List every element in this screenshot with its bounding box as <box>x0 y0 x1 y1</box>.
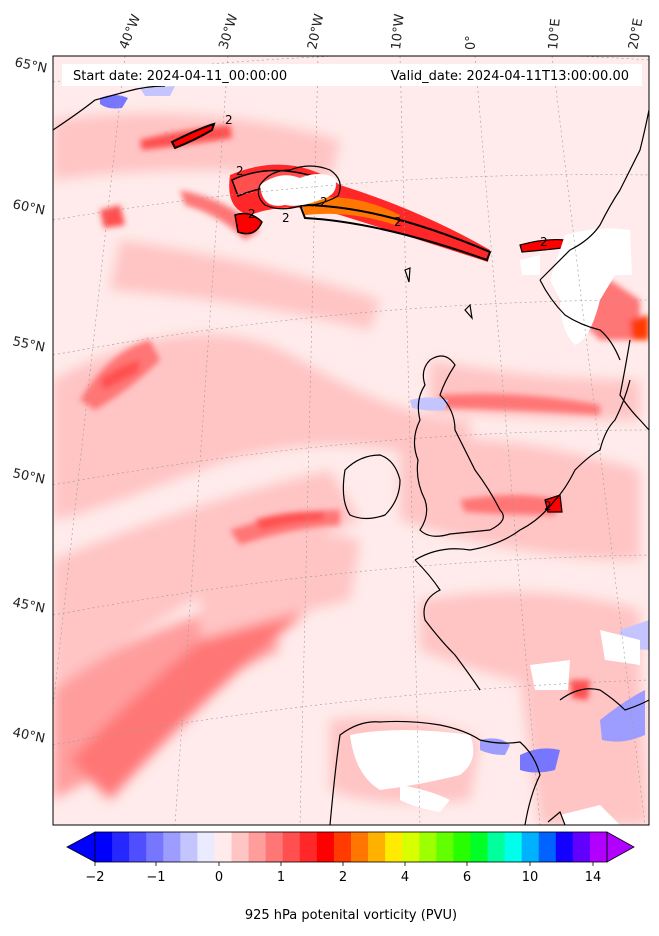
colorbar-tick-label: −2 <box>85 870 104 885</box>
lon-label: 40°W <box>117 12 144 51</box>
lat-label: 45°N <box>11 595 46 616</box>
colorbar-swatch <box>368 832 386 862</box>
colorbar-swatch <box>538 832 557 862</box>
colorbar-swatch <box>129 832 147 862</box>
colorbar-swatch <box>282 832 301 862</box>
colorbar-tick-label: −1 <box>146 870 165 885</box>
colorbar-swatch <box>402 832 420 862</box>
colorbar-swatch <box>555 832 574 862</box>
start-date-label: Start date: 2024-04-11_00:00:00 <box>73 69 287 84</box>
colorbar-swatch <box>180 832 198 862</box>
contour-labels: 2 2 2 2 2 2 2 2 <box>225 113 552 513</box>
lat-label: 55°N <box>11 334 46 355</box>
colorbar-label: 925 hPa potenital vorticity (PVU) <box>245 908 457 923</box>
colorbar-swatch <box>163 832 181 862</box>
contour-label: 2 <box>225 113 233 127</box>
colorbar-swatch <box>419 832 437 862</box>
colorbar-swatch <box>248 832 267 862</box>
colorbar-swatch <box>197 832 215 862</box>
colorbar-swatch <box>470 832 489 862</box>
colorbar-swatch <box>504 832 523 862</box>
header-box <box>62 64 642 86</box>
colorbar-swatch <box>231 832 250 862</box>
lon-label: 10°W <box>389 13 408 50</box>
contour-label: 2 <box>394 215 402 229</box>
lat-label: 50°N <box>11 466 46 487</box>
colorbar: −2 −1 0 1 2 4 6 10 14 <box>66 831 635 885</box>
terrain-mask <box>260 174 640 825</box>
colorbar-swatch <box>265 832 284 862</box>
colorbar-swatch <box>351 832 369 862</box>
colorbar-tick-label: 10 <box>522 870 539 885</box>
colorbar-swatch <box>385 832 403 862</box>
colorbar-swatch <box>95 832 113 862</box>
colorbar-tick-label: 6 <box>463 870 471 885</box>
colorbar-swatch <box>214 832 233 862</box>
contour-label: 2 <box>540 235 548 249</box>
colorbar-swatch <box>453 832 471 862</box>
colorbar-tick-label: 14 <box>585 870 602 885</box>
contour-label: 2 <box>320 195 328 209</box>
contour-label: 2 <box>236 164 244 178</box>
lon-label: 20°W <box>305 12 327 50</box>
coastlines <box>53 85 649 825</box>
colorbar-extend-low <box>66 831 96 863</box>
lon-label: 20°E <box>626 17 646 50</box>
longitude-labels: 40°W 30°W 20°W 10°W 0° 10°E 20°E <box>117 12 647 51</box>
colorbar-swatch <box>299 832 318 862</box>
colorbar-swatch <box>572 832 591 862</box>
latitude-labels: 65°N 60°N 55°N 50°N 45°N 40°N <box>11 55 48 746</box>
colorbar-tick-label: 4 <box>401 870 409 885</box>
colorbar-swatch <box>487 832 506 862</box>
colorbar-swatch <box>146 832 164 862</box>
colorbar-tick-label: 2 <box>339 870 347 885</box>
valid-date-label: Valid_date: 2024-04-11T13:00:00.00 <box>391 69 629 84</box>
lat-label: 65°N <box>13 55 48 76</box>
colorbar-swatch <box>333 832 352 862</box>
colorbar-swatch <box>589 832 608 862</box>
contour-label: 2 <box>544 499 552 513</box>
lon-label: 10°E <box>546 18 564 50</box>
lat-label: 40°N <box>11 725 46 746</box>
colorbar-extend-high <box>606 831 635 863</box>
lat-label: 60°N <box>11 197 46 218</box>
map-panel: 2 2 2 2 2 2 2 2 <box>53 56 649 825</box>
colorbar-frame <box>94 831 608 863</box>
map-frame <box>52 55 650 826</box>
colorbar-swatch <box>316 832 335 862</box>
colorbar-swatch <box>112 832 130 862</box>
graticule <box>53 56 649 825</box>
colorbar-tick-label: 0 <box>215 870 223 885</box>
colorbar-swatch <box>436 832 454 862</box>
lon-label: 30°W <box>216 12 241 51</box>
colorbar-swatch <box>521 832 540 862</box>
lon-label: 0° <box>464 35 479 50</box>
contour-label: 2 <box>282 211 290 225</box>
contour-label: 2 <box>248 207 256 221</box>
colorbar-tick-label: 1 <box>277 870 285 885</box>
